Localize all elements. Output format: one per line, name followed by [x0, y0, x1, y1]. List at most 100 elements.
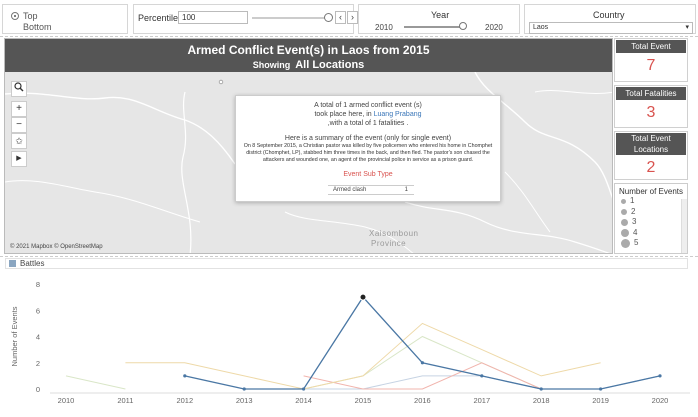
pin-icon[interactable]: ✩ [11, 133, 27, 149]
event-type-legend[interactable]: Battles [5, 258, 688, 269]
search-icon[interactable] [11, 81, 27, 97]
map-place-label: Xaisomboun [369, 229, 419, 238]
year-label: Year [431, 10, 450, 20]
map-place-label: Province [371, 239, 407, 248]
tooltip-subtype-count: 1 [404, 187, 408, 193]
data-point[interactable] [539, 387, 543, 391]
map-panel[interactable]: Armed Conflict Event(s) in Laos from 201… [4, 38, 613, 254]
x-tick-label: 2014 [295, 396, 312, 405]
data-point[interactable] [480, 374, 484, 378]
data-point[interactable] [302, 387, 306, 391]
tooltip-summary-title: Here is a summary of the event (only for… [284, 135, 452, 142]
series-line[interactable] [303, 362, 542, 390]
kpi-value: 7 [646, 57, 656, 74]
y-tick-label: 0 [36, 385, 40, 394]
tooltip-line2-prefix: took place here, in [314, 111, 372, 118]
tooltip-subtype-name: Armed clash [333, 187, 367, 193]
tooltip-summary: On 8 September 2015, a Christian pastor … [243, 143, 493, 163]
legend-item-label: 1 [630, 196, 635, 205]
events-line-chart[interactable]: 0 2 4 6 8 2010 2011 2012 2013 2014 2015 2016 2017 20… [0, 274, 698, 417]
legend-title: Number of Events [618, 187, 684, 196]
series-line[interactable] [184, 296, 661, 390]
percentile-slider-handle[interactable] [324, 13, 333, 22]
legend-item[interactable]: 4 [615, 228, 687, 239]
data-point[interactable] [599, 387, 603, 391]
y-axis-label: Number of Events [10, 306, 19, 366]
legend-item-label: 4 [633, 227, 638, 237]
circle-icon [621, 218, 628, 226]
legend-item-label: 3 [632, 217, 637, 226]
legend-item-label: 2 [631, 206, 636, 216]
x-tick-label: 2015 [355, 396, 372, 405]
country-label: Country [593, 10, 625, 20]
kpi-label: Total Event Locations [616, 133, 686, 155]
circle-icon [621, 198, 626, 204]
tooltip-subtype-title: Event Sub Type [343, 171, 393, 178]
year-slider-handle[interactable] [459, 22, 467, 30]
kpi-value: 2 [646, 159, 656, 176]
legend-item[interactable]: 5 [615, 238, 687, 249]
data-point[interactable] [183, 374, 187, 378]
radio-bottom-label: Bottom [23, 22, 52, 32]
x-tick-label: 2020 [652, 396, 669, 405]
country-filter: Country Laos ▾ [524, 4, 696, 34]
map-attribution[interactable]: © 2021 Mapbox © OpenStreetMap [10, 244, 103, 250]
size-legend: Number of Events 1 2 3 4 5 [614, 183, 688, 254]
radio-top[interactable]: Top [11, 11, 38, 21]
highlighted-point[interactable] [359, 293, 367, 301]
kpi-label: Total Event [616, 40, 686, 53]
data-point[interactable] [420, 361, 424, 365]
y-tick-label: 8 [36, 280, 40, 289]
year-end: 2020 [485, 23, 503, 32]
tooltip-line3: ,with a total of 1 fatalities . [327, 120, 409, 127]
prev-button[interactable]: ‹ [335, 11, 346, 24]
event-tooltip: A total of 1 armed conflict event (s) to… [235, 95, 501, 202]
circle-icon [621, 228, 629, 237]
x-tick-label: 2011 [117, 396, 133, 405]
play-icon[interactable]: ▶ [11, 151, 27, 167]
divider [0, 256, 698, 257]
legend-item[interactable]: 3 [615, 217, 687, 228]
x-tick-label: 2013 [236, 396, 253, 405]
year-start: 2010 [375, 23, 393, 32]
sort-filter: Top Bottom [2, 4, 128, 34]
percentile-slider-track[interactable] [252, 17, 330, 19]
x-tick-label: 2012 [176, 396, 193, 405]
zoom-out-icon[interactable]: − [11, 117, 27, 133]
kpi-total-fatalities [614, 85, 688, 128]
percentile-filter: Percentile 100 ‹ › [133, 4, 358, 34]
series-line[interactable] [125, 322, 601, 390]
legend-item[interactable]: 2 [615, 207, 687, 218]
color-swatch [9, 260, 16, 267]
legend-item[interactable]: 1 [615, 196, 687, 207]
radio-bottom[interactable]: Bottom [11, 22, 52, 32]
next-button[interactable]: › [347, 11, 358, 24]
divider [0, 36, 698, 37]
map-subtitle-prefix: Showing [252, 60, 291, 70]
y-tick-label: 6 [36, 306, 40, 315]
legend-item-label: 5 [634, 238, 639, 247]
tooltip-place: Luang Prabang [373, 111, 422, 118]
x-tick-label: 2019 [592, 396, 609, 405]
country-select[interactable]: Laos ▾ [529, 22, 693, 34]
event-type-label: Battles [20, 259, 45, 268]
legend-scrollbar[interactable] [681, 199, 687, 253]
y-tick-label: 2 [36, 359, 40, 368]
tooltip-subtype-row: Armed clash 1 [328, 185, 414, 195]
kpi-total-event [614, 38, 688, 82]
percentile-input[interactable]: 100 [178, 11, 248, 24]
map-subtitle-value: All Locations [295, 59, 365, 71]
country-value: Laos [533, 24, 549, 31]
percentile-label: Percentile [138, 13, 179, 23]
tooltip-line2: took place here, in Luang Prabang [236, 110, 500, 119]
zoom-in-icon[interactable]: + [11, 101, 27, 117]
map-title-bar: Armed Conflict Event(s) in Laos from 201… [5, 39, 612, 72]
data-point[interactable] [658, 374, 662, 378]
y-tick-label: 4 [36, 333, 40, 342]
chevron-down-icon: ▾ [685, 24, 689, 31]
data-point[interactable] [242, 387, 246, 391]
circle-icon [621, 208, 627, 215]
year-slider-track[interactable] [404, 26, 464, 28]
x-tick-label: 2010 [58, 396, 75, 405]
map-title: Armed Conflict Event(s) in Laos from 201… [187, 43, 430, 57]
